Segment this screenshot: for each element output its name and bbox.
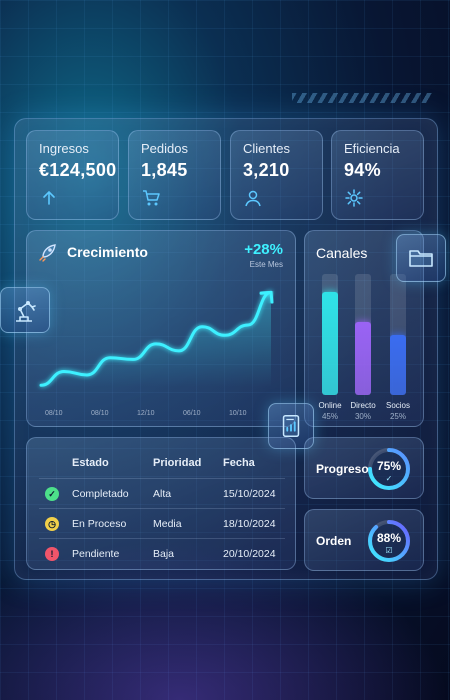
status-table: Estado Prioridad Fecha ✓ Completado Alta… bbox=[26, 437, 296, 570]
kpi-value: 94% bbox=[344, 160, 381, 180]
bar-directo bbox=[355, 322, 371, 395]
progress-ring bbox=[368, 448, 410, 490]
kpi-card-eficiencia[interactable]: Eficiencia 94% bbox=[331, 130, 424, 220]
kpi-label: Ingresos bbox=[39, 141, 89, 156]
clock-icon: ◷ bbox=[45, 517, 59, 531]
bar-online bbox=[322, 292, 338, 395]
order-value: 88% bbox=[376, 531, 402, 545]
growth-card[interactable]: Crecimiento +28% Este Mes 08/10 08/10 12/1… bbox=[26, 230, 296, 427]
row-date: 15/10/2024 bbox=[223, 488, 276, 500]
bar-label: Socios bbox=[385, 401, 410, 410]
row-priority: Baja bbox=[153, 548, 175, 560]
bar-value-label: 25% bbox=[389, 412, 406, 421]
bar-track bbox=[355, 274, 371, 395]
growth-subtitle: Este Mes bbox=[249, 260, 283, 269]
check-icon: ✓ bbox=[385, 474, 393, 483]
row-priority: Media bbox=[153, 518, 182, 530]
growth-change: +28% bbox=[244, 241, 283, 258]
robot-arm-icon[interactable] bbox=[0, 287, 50, 333]
row-status: Pendiente bbox=[72, 548, 120, 560]
kpi-label: Eficiencia bbox=[344, 141, 400, 156]
bar-track bbox=[322, 274, 338, 395]
kpi-card-clientes[interactable]: Clientes 3,210 bbox=[230, 130, 323, 220]
cart-icon bbox=[141, 188, 161, 208]
folder-icon[interactable] bbox=[396, 234, 446, 282]
channels-card[interactable]: Canales Online 45% Directo 30% Socios 25% bbox=[304, 230, 424, 427]
growth-series-line bbox=[39, 290, 273, 387]
x-tick-label: 12/10 bbox=[137, 410, 155, 417]
progress-value: 75% bbox=[376, 459, 402, 473]
row-date: 18/10/2024 bbox=[223, 518, 276, 530]
table-row[interactable]: ◷ En Proceso Media 18/10/2024 bbox=[39, 508, 285, 538]
growth-line-chart: 08/10 08/10 12/10 06/10 10/10 bbox=[39, 290, 274, 417]
x-tick-label: 06/10 bbox=[183, 410, 201, 417]
bar-label: Online bbox=[318, 401, 342, 410]
x-tick-label: 08/10 bbox=[91, 410, 109, 417]
bar-value-label: 30% bbox=[354, 412, 371, 421]
kpi-value: 1,845 bbox=[141, 160, 188, 180]
growth-arrowhead bbox=[259, 290, 274, 304]
bar-track bbox=[390, 274, 406, 395]
row-status: En Proceso bbox=[72, 518, 127, 530]
bottom-glow bbox=[0, 540, 450, 700]
kpi-card-pedidos[interactable]: Pedidos 1,845 bbox=[128, 130, 221, 220]
table-row[interactable]: ✓ Completado Alta 15/10/2024 bbox=[39, 478, 285, 508]
kpi-value: 3,210 bbox=[243, 160, 290, 180]
gear-icon bbox=[344, 188, 364, 208]
progress-label: Progreso bbox=[316, 462, 369, 476]
rocket-icon bbox=[37, 241, 59, 263]
bar-socios bbox=[390, 334, 406, 395]
table-header-estado: Estado bbox=[72, 457, 109, 469]
kpi-label: Pedidos bbox=[141, 141, 188, 156]
order-ring bbox=[368, 520, 410, 562]
growth-title: Crecimiento bbox=[67, 244, 148, 260]
table-header-prioridad: Prioridad bbox=[153, 457, 202, 469]
channels-title: Canales bbox=[316, 245, 368, 261]
alert-icon: ! bbox=[45, 547, 59, 561]
x-tick-label: 10/10 bbox=[229, 410, 247, 417]
order-label: Orden bbox=[316, 534, 352, 548]
growth-area bbox=[41, 292, 271, 387]
checkbox-icon: ☑ bbox=[385, 546, 393, 555]
table-header-fecha: Fecha bbox=[223, 457, 255, 469]
bar-label: Directo bbox=[350, 401, 376, 410]
decorative-stripes bbox=[292, 93, 432, 103]
progress-card[interactable]: Progreso 75% ✓ bbox=[304, 437, 424, 499]
kpi-card-ingresos[interactable]: Ingresos €124,500 bbox=[26, 130, 119, 220]
row-status: Completado bbox=[72, 488, 129, 500]
order-card[interactable]: Orden 88% ☑ bbox=[304, 509, 424, 571]
x-tick-label: 08/10 bbox=[45, 410, 63, 417]
arrow-up-icon bbox=[39, 188, 59, 208]
user-icon bbox=[243, 188, 263, 208]
kpi-value: €124,500 bbox=[39, 160, 117, 180]
table-row[interactable]: ! Pendiente Baja 20/10/2024 bbox=[39, 538, 285, 568]
row-priority: Alta bbox=[153, 488, 172, 500]
check-icon: ✓ bbox=[45, 487, 59, 501]
row-date: 20/10/2024 bbox=[223, 548, 276, 560]
bar-value-label: 45% bbox=[321, 412, 338, 421]
kpi-label: Clientes bbox=[243, 141, 290, 156]
